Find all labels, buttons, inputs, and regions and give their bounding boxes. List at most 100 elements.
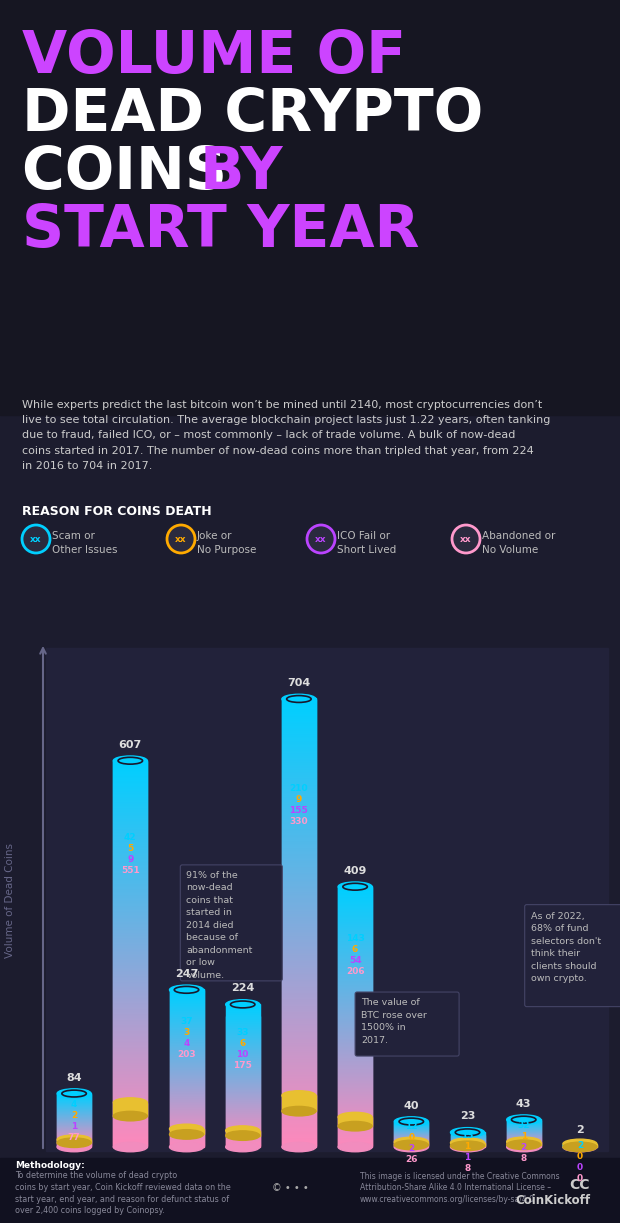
Bar — [282, 703, 316, 704]
Ellipse shape — [338, 1112, 372, 1121]
Bar — [282, 976, 316, 978]
Text: 2017: 2017 — [286, 1159, 312, 1170]
Text: 9: 9 — [127, 855, 133, 865]
Bar — [226, 1077, 260, 1079]
Bar — [113, 786, 148, 789]
Bar — [113, 806, 148, 807]
Bar — [113, 763, 148, 764]
Bar — [282, 755, 316, 757]
Bar — [169, 1090, 203, 1092]
Bar — [282, 1102, 316, 1104]
Bar — [282, 720, 316, 722]
Bar — [282, 793, 316, 794]
Bar — [282, 1099, 316, 1101]
Bar — [338, 1046, 372, 1048]
Bar — [113, 1106, 148, 1108]
Bar — [282, 844, 316, 846]
Bar — [226, 1081, 260, 1082]
Bar — [113, 1095, 148, 1096]
Bar — [282, 1063, 316, 1065]
Bar — [338, 944, 372, 945]
Bar — [226, 1112, 260, 1114]
Bar — [282, 734, 316, 735]
Text: 8: 8 — [464, 1164, 471, 1173]
Bar — [113, 982, 148, 983]
Bar — [338, 1128, 372, 1129]
Bar — [282, 1010, 316, 1011]
Bar — [113, 802, 148, 804]
Bar — [169, 1139, 203, 1140]
Bar — [169, 993, 203, 994]
Bar — [282, 918, 316, 920]
Bar — [113, 844, 148, 846]
Bar — [338, 893, 372, 895]
Bar — [338, 1058, 372, 1060]
Bar — [338, 905, 372, 906]
Bar — [338, 1029, 372, 1031]
Bar — [113, 1060, 148, 1062]
Bar — [226, 1008, 260, 1009]
Bar — [169, 1126, 203, 1128]
Bar — [282, 933, 316, 936]
Bar — [169, 1080, 203, 1082]
Bar — [169, 1016, 203, 1018]
Bar — [226, 1128, 260, 1129]
Bar — [282, 746, 316, 748]
Bar — [338, 1074, 372, 1076]
Bar — [169, 994, 203, 996]
Bar — [169, 1029, 203, 1030]
Ellipse shape — [394, 1140, 428, 1150]
Bar — [113, 1068, 148, 1070]
Text: DEAD CRYPTO: DEAD CRYPTO — [22, 86, 483, 143]
Bar — [507, 1137, 541, 1139]
Bar — [507, 1123, 541, 1125]
Bar — [338, 1137, 372, 1139]
Bar — [113, 833, 148, 835]
Bar — [282, 1128, 316, 1129]
Bar — [338, 1000, 372, 1002]
Bar — [113, 1101, 148, 1102]
Bar — [338, 986, 372, 988]
Bar — [282, 1119, 316, 1121]
Bar — [226, 1033, 260, 1036]
Bar — [169, 1002, 203, 1004]
Bar — [57, 1126, 91, 1128]
Bar — [226, 1010, 260, 1011]
Bar — [394, 1145, 428, 1146]
Bar — [282, 698, 316, 700]
Bar — [169, 1073, 203, 1074]
Bar — [338, 1084, 372, 1086]
Bar — [338, 958, 372, 959]
Bar — [338, 1007, 372, 1009]
Bar — [282, 906, 316, 907]
Bar — [282, 982, 316, 985]
Bar — [282, 795, 316, 797]
Text: COINS: COINS — [22, 144, 247, 201]
Text: 607: 607 — [118, 740, 142, 750]
Bar — [57, 1102, 91, 1103]
Bar — [226, 1048, 260, 1049]
Ellipse shape — [169, 985, 203, 994]
Bar — [113, 775, 148, 777]
Bar — [394, 1137, 428, 1139]
Bar — [282, 1036, 316, 1038]
Bar — [113, 988, 148, 989]
Bar — [226, 1140, 260, 1142]
Bar — [282, 855, 316, 857]
Bar — [338, 925, 372, 927]
Bar — [169, 1058, 203, 1060]
Bar — [113, 1041, 148, 1043]
Bar — [338, 1129, 372, 1131]
Bar — [226, 1063, 260, 1065]
Bar — [338, 1018, 372, 1020]
Bar — [57, 1115, 91, 1117]
Bar — [226, 1007, 260, 1009]
Bar — [113, 1128, 148, 1129]
Bar — [113, 1096, 148, 1098]
Bar — [338, 1134, 372, 1135]
Bar — [113, 797, 148, 800]
Bar — [282, 717, 316, 719]
Bar — [113, 791, 148, 793]
Bar — [282, 904, 316, 905]
Bar — [338, 1040, 372, 1042]
